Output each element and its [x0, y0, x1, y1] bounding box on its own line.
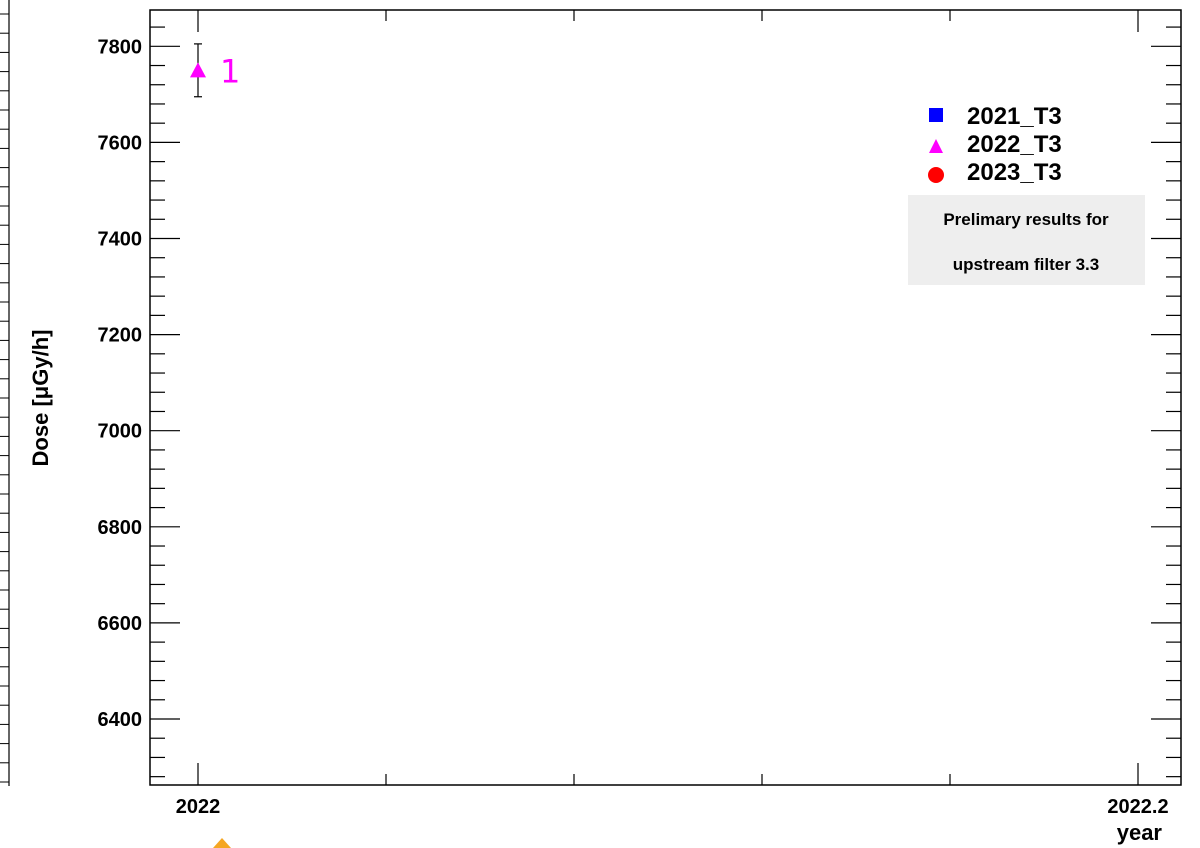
x-tick-label: 2022	[176, 796, 221, 818]
preliminary-note-line-1: Prelimary results for	[943, 210, 1109, 229]
legend-label-2023-t3: 2023_T3	[967, 159, 1062, 186]
legend-marker-2022-t3	[929, 139, 943, 153]
legend-label-2021-t3: 2021_T3	[967, 103, 1062, 130]
preliminary-note-box	[908, 195, 1145, 285]
data-points: 1221460	[190, 43, 240, 98]
y-axis-tick-labels: 6400 6600 6800 7000 7200 7400 7600 7800	[98, 36, 143, 731]
preliminary-note-line-2: upstream filter 3.3	[953, 255, 1099, 274]
legend-marker-2021-t3	[929, 108, 943, 122]
data-point-label: 1	[220, 52, 240, 90]
y-tick-label: 7400	[98, 229, 143, 251]
y-tick-label: 6400	[98, 709, 143, 731]
preliminary-note: Prelimary results for upstream filter 3.…	[908, 195, 1145, 285]
y-tick-label: 7000	[98, 421, 143, 443]
plot-frame	[149, 9, 1182, 786]
x-axis-ticks	[197, 10, 1139, 785]
legend-label-2022-t3: 2022_T3	[967, 131, 1062, 158]
y-tick-label: 7200	[98, 325, 143, 347]
data-point-triangle	[190, 62, 206, 78]
y-tick-label: 6800	[98, 517, 143, 539]
legend-marker-2023-t3	[928, 167, 944, 183]
x-axis-title: year	[1117, 820, 1163, 845]
y-tick-label: 6600	[98, 613, 143, 635]
y-tick-label: 7800	[98, 36, 143, 58]
y-axis-title: Dose [μGy/h]	[28, 330, 53, 467]
y-axis-ticks	[150, 26, 1181, 778]
y-tick-label: 7600	[98, 132, 143, 154]
cropped-orange-triangle-icon	[213, 838, 231, 848]
legend: 2021_T3 2022_T3 2023_T3	[928, 103, 1062, 186]
x-tick-label: 2022.2	[1107, 796, 1168, 818]
cropped-left-axis	[0, 0, 10, 786]
